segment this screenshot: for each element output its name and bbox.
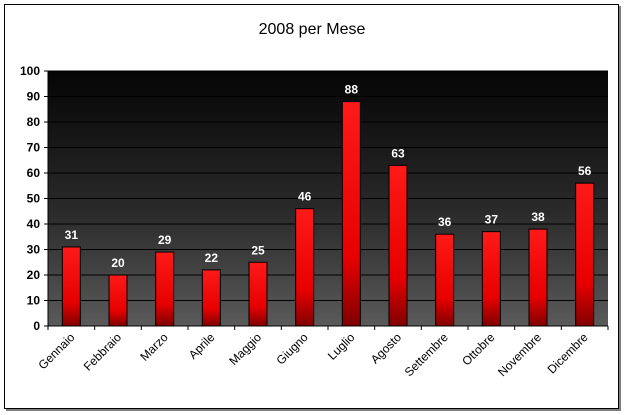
data-label: 38 xyxy=(531,210,545,224)
data-label: 36 xyxy=(438,215,452,229)
data-label: 25 xyxy=(251,243,265,257)
x-tick-label: Maggio xyxy=(226,330,264,368)
x-tick-label: Agosto xyxy=(368,330,405,367)
y-tick-label: 0 xyxy=(33,319,40,333)
y-tick-label: 10 xyxy=(27,294,41,308)
y-tick-label: 60 xyxy=(27,166,41,180)
data-label: 31 xyxy=(65,228,79,242)
bar-agosto xyxy=(388,164,408,327)
x-tick-label: Giugno xyxy=(274,330,311,367)
data-label: 29 xyxy=(158,233,172,247)
y-tick-label: 50 xyxy=(27,192,41,206)
bar-maggio xyxy=(248,261,268,327)
x-tick-label: Febbraio xyxy=(81,330,125,374)
y-tick-label: 70 xyxy=(27,141,41,155)
y-tick-label: 100 xyxy=(20,64,40,78)
data-label: 46 xyxy=(298,190,312,204)
data-label: 20 xyxy=(111,256,125,270)
bar-dicembre xyxy=(575,182,595,327)
chart-title: 2008 per Mese xyxy=(259,21,366,38)
y-tick-label: 30 xyxy=(27,243,41,257)
x-tick-label: Novembre xyxy=(495,330,544,379)
bar-ottobre xyxy=(481,231,501,327)
y-tick-label: 80 xyxy=(27,115,41,129)
bar-gennaio xyxy=(61,246,81,327)
bar-novembre xyxy=(528,228,548,327)
bar-giugno xyxy=(295,208,315,327)
x-tick-label: Marzo xyxy=(137,330,171,364)
data-label: 63 xyxy=(391,146,405,160)
x-tick-label: Ottobre xyxy=(459,330,497,368)
y-tick-label: 40 xyxy=(27,217,41,231)
bar-aprile xyxy=(201,269,221,327)
bar-febbraio xyxy=(108,274,128,327)
y-tick-label: 90 xyxy=(27,90,41,104)
y-tick-label: 20 xyxy=(27,268,41,282)
data-label: 88 xyxy=(345,83,359,97)
data-label: 37 xyxy=(485,213,499,227)
x-tick-label: Luglio xyxy=(325,330,358,363)
x-tick-label: Gennaio xyxy=(35,330,77,372)
bar-luglio xyxy=(341,101,361,327)
x-tick-label: Settembre xyxy=(402,330,451,379)
data-label: 56 xyxy=(578,164,592,178)
bar-marzo xyxy=(155,251,175,327)
x-tick-label: Dicembre xyxy=(545,330,591,376)
bar-settembre xyxy=(435,233,455,327)
x-tick-label: Aprile xyxy=(186,330,218,362)
data-label: 22 xyxy=(205,251,219,265)
